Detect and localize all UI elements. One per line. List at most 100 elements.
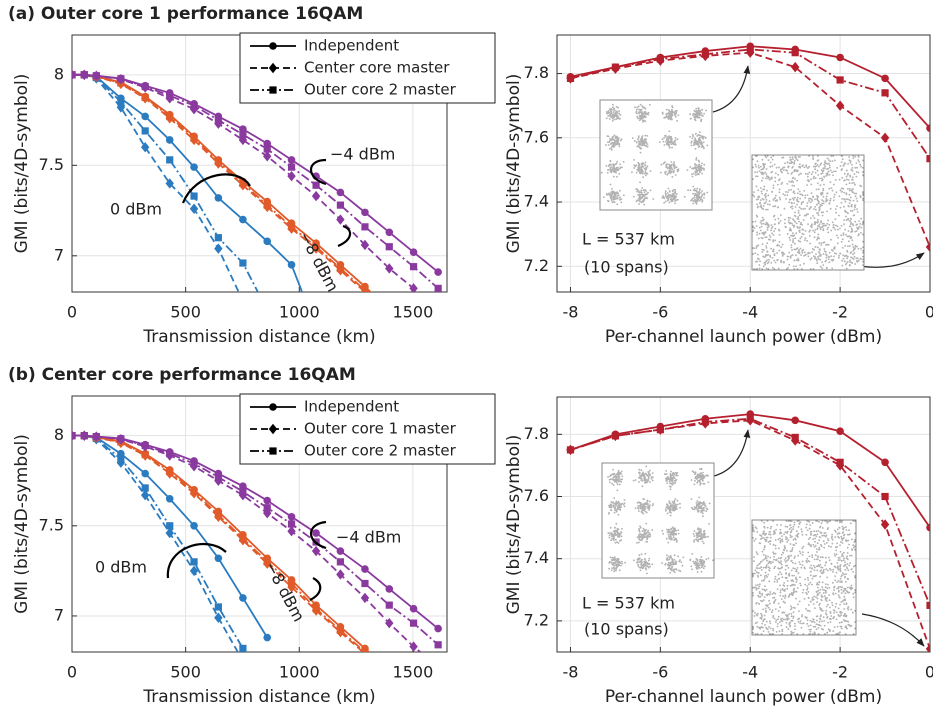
- point: [214, 554, 223, 563]
- point: [791, 49, 799, 57]
- section-title: (b) Center core performance 16QAM: [8, 365, 356, 385]
- point: [287, 579, 296, 588]
- point: [287, 163, 296, 171]
- series-layer: [72, 430, 442, 671]
- point: [239, 215, 247, 224]
- point: [239, 644, 247, 652]
- point: [117, 435, 125, 443]
- annotation: (10 spans): [584, 620, 669, 639]
- legend: Independent Outer core 1 master Outer core…: [239, 393, 496, 465]
- point: [385, 585, 394, 593]
- point: [190, 487, 198, 496]
- y-tick-label: 7.6: [524, 486, 549, 505]
- point: [360, 592, 370, 604]
- legend-label: Center core master: [304, 59, 450, 77]
- x-axis-title: Per-channel launch power (dBm): [605, 687, 882, 707]
- point: [190, 134, 198, 142]
- legend-box: [239, 32, 496, 104]
- x-tick-label: 1500: [393, 663, 434, 682]
- point: [881, 492, 889, 501]
- y-axis-title: GMI (bits/4D-symbol): [12, 434, 32, 614]
- annotation-arc: [166, 542, 227, 579]
- point: [656, 426, 664, 434]
- series-layer: [566, 42, 930, 253]
- point: [611, 63, 620, 71]
- point: [239, 594, 247, 602]
- x-axis-title: Per-channel launch power (dBm): [605, 327, 882, 347]
- y-tick-label: 7.2: [524, 256, 549, 275]
- annotation: −4 dBm: [336, 528, 401, 547]
- point: [263, 145, 271, 153]
- point: [117, 75, 125, 83]
- y-tick-label: 8: [54, 425, 64, 444]
- point: [925, 643, 930, 652]
- point: [926, 124, 930, 132]
- point: [336, 547, 345, 555]
- point: [880, 519, 890, 530]
- point: [361, 579, 369, 588]
- arrow: [713, 429, 751, 477]
- point: [141, 450, 149, 459]
- point: [312, 605, 320, 613]
- x-tick-label: -6: [652, 663, 668, 682]
- legend-box: [239, 393, 496, 465]
- y-tick-label: 7.8: [524, 63, 549, 82]
- point: [835, 100, 845, 111]
- point: [409, 263, 418, 271]
- point: [836, 53, 844, 62]
- point: [165, 494, 174, 503]
- point: [239, 656, 247, 666]
- x-tick-label: -4: [742, 663, 758, 682]
- point: [117, 98, 125, 106]
- point: [214, 194, 223, 202]
- point: [434, 661, 442, 671]
- point: [881, 74, 889, 83]
- inset-frame: [601, 462, 715, 579]
- point: [566, 74, 575, 82]
- point: [287, 156, 296, 164]
- legend-marker: [269, 42, 277, 50]
- point: [80, 432, 88, 440]
- point: [166, 450, 174, 458]
- point: [287, 223, 296, 231]
- arrow: [712, 65, 751, 113]
- point: [189, 203, 199, 214]
- point: [263, 496, 272, 505]
- legend-label: Outer core 2 master: [304, 442, 457, 460]
- point: [566, 446, 575, 454]
- point: [263, 504, 271, 512]
- x-tick-label: 0: [67, 663, 77, 682]
- point: [190, 101, 198, 110]
- point: [746, 45, 754, 54]
- point: [214, 511, 222, 519]
- x-tick-label: 500: [170, 663, 201, 682]
- point: [140, 142, 150, 153]
- point: [336, 569, 345, 580]
- point: [238, 489, 248, 501]
- point: [141, 127, 149, 135]
- point: [361, 565, 369, 573]
- inset-frame: [751, 519, 857, 636]
- chart: 7.2 7.4 7.6 7.8 -8 -6 -4 -2 0 Per-channel launch …: [504, 34, 933, 347]
- chart: 7 7.5 8 0 500 1000 1500 (a) Outer core 1 perfor…: [8, 4, 496, 347]
- y-tick-label: 7.6: [524, 127, 549, 146]
- point: [361, 208, 369, 217]
- point: [239, 534, 247, 543]
- x-tick-label: -8: [563, 303, 579, 322]
- y-tick-label: 7: [54, 245, 64, 264]
- point: [361, 286, 369, 292]
- point: [434, 641, 442, 649]
- constellation-inset: [599, 99, 713, 211]
- x-tick-label: 0: [925, 663, 933, 682]
- point: [880, 132, 890, 143]
- point: [190, 558, 198, 566]
- point: [409, 619, 418, 627]
- annotation-arc: [337, 224, 352, 248]
- point: [165, 178, 174, 189]
- x-tick-label: -6: [652, 303, 668, 322]
- x-axis-title: Transmission distance (km): [142, 327, 375, 347]
- point: [141, 112, 149, 121]
- section-title: (a) Outer core 1 performance 16QAM: [8, 4, 363, 24]
- annotation: 0 dBm: [110, 200, 162, 219]
